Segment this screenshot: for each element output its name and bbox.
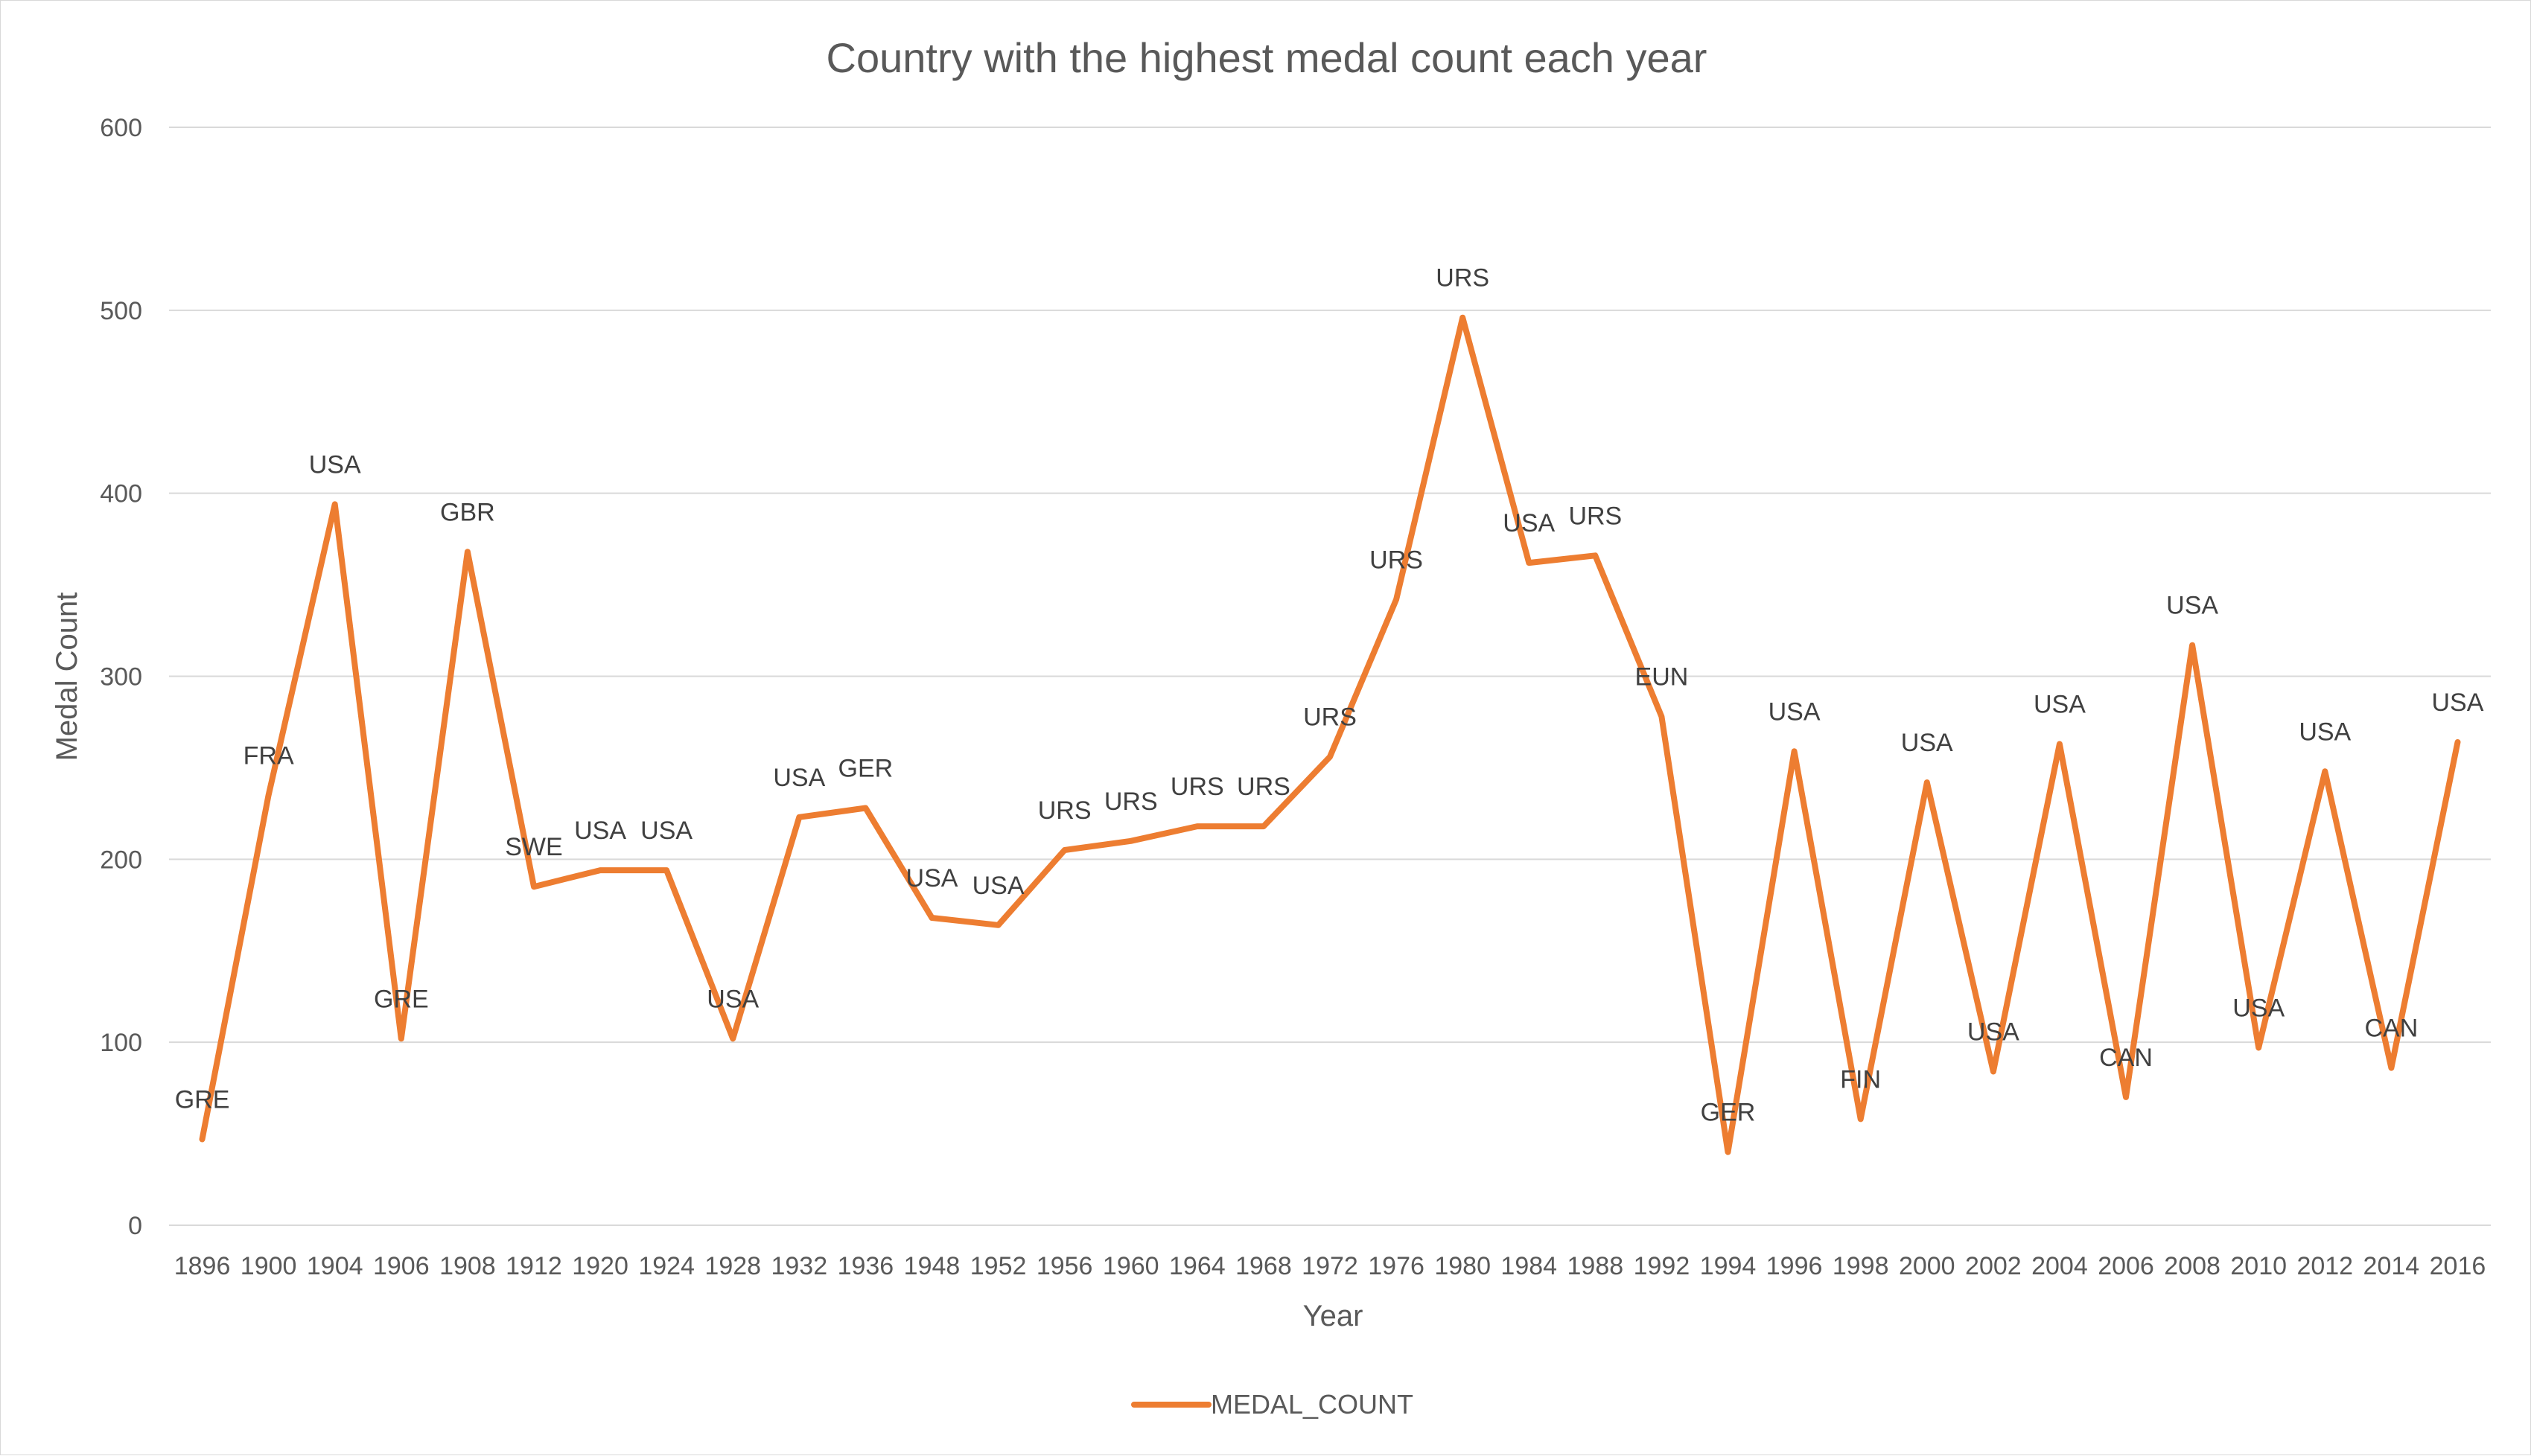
x-tick-label: 2004 [2031,1252,2088,1280]
x-tick-label: 1912 [506,1252,562,1280]
data-label: URS [1568,502,1622,530]
x-tick-label: 1952 [970,1252,1027,1280]
data-label: USA [906,864,958,893]
x-tick-label: 1904 [307,1252,363,1280]
x-tick-label: 1972 [1302,1252,1358,1280]
data-label: USA [1768,697,1821,726]
data-label: URS [1237,773,1290,801]
data-label: FRA [243,741,294,770]
chart-title: Country with the highest medal count eac… [827,34,1707,81]
y-tick-label: 100 [100,1029,142,1057]
data-label: USA [773,764,825,792]
x-tick-label: 1906 [373,1252,430,1280]
x-tick-label: 1924 [638,1252,695,1280]
y-tick-label: 200 [100,846,142,874]
x-tick-label: 2012 [2296,1252,2353,1280]
series-medal-count [199,314,2461,1155]
x-tick-label: 2014 [2363,1252,2420,1280]
x-tick-label: 1948 [904,1252,961,1280]
data-label: URS [1436,264,1489,293]
data-label: CAN [2099,1044,2153,1072]
series-line [199,314,2461,1155]
x-tick-label: 1976 [1368,1252,1424,1280]
x-tick-label: 1984 [1500,1252,1557,1280]
data-label: USA [2034,690,2086,718]
x-tick-label: 1998 [1833,1252,1889,1280]
data-label: USA [972,872,1025,900]
x-tick-label: 1960 [1103,1252,1159,1280]
data-label: URS [1303,703,1357,732]
data-label: USA [2166,592,2218,620]
x-tick-label: 1928 [704,1252,761,1280]
data-label: USA [640,817,693,845]
x-tick-label: 1936 [838,1252,894,1280]
y-axis-title: Medal Count [51,593,83,761]
y-tick-label: 300 [100,663,142,692]
x-tick-label: 1920 [572,1252,628,1280]
x-tick-label: 1988 [1567,1252,1624,1280]
x-tick-label: 1994 [1700,1252,1757,1280]
x-tick-label: 1932 [771,1252,827,1280]
data-label: GRE [374,985,429,1013]
data-label: GER [1701,1099,1756,1127]
data-label: URS [1038,796,1092,825]
x-tick-label: 1980 [1434,1252,1491,1280]
data-labels: GRE FRA USA GRE GBR SWE USA USA USA USA GER USA USA U… [175,264,2484,1127]
x-tick-label: 1992 [1634,1252,1690,1280]
x-tick-label: 1956 [1037,1252,1093,1280]
legend-label: MEDAL_COUNT [1211,1389,1413,1420]
x-tick-label: 2002 [1965,1252,2022,1280]
data-label: URS [1104,788,1158,816]
data-label: URS [1369,546,1423,574]
x-tick-label: 2010 [2230,1252,2287,1280]
data-label: FIN [1840,1065,1881,1093]
data-label: USA [574,817,626,845]
y-tick-label: 400 [100,480,142,508]
y-tick-label: 0 [128,1212,142,1240]
y-tick-label: 500 [100,297,142,325]
x-tick-label: 1908 [439,1252,496,1280]
data-label: USA [1967,1018,2019,1047]
data-label: USA [1901,729,1953,757]
data-label: GRE [175,1085,230,1114]
x-tick-label: 1896 [174,1252,231,1280]
data-label: GBR [440,498,495,526]
y-axis-ticks: 0 100 200 300 400 500 600 [100,114,142,1240]
x-axis-title: Year [1303,1300,1363,1332]
data-label: CAN [2364,1015,2418,1043]
data-label: USA [2299,718,2351,746]
data-label: SWE [505,833,562,861]
x-tick-label: 1968 [1235,1252,1292,1280]
x-tick-label: 1900 [241,1252,297,1280]
x-tick-label: 2006 [2098,1252,2154,1280]
data-label: USA [1503,509,1555,537]
x-tick-label: 2008 [2164,1252,2220,1280]
data-label: EUN [1635,663,1689,692]
x-tick-label: 1964 [1169,1252,1226,1280]
y-tick-label: 600 [100,114,142,142]
x-axis-ticks: 1896 1900 1904 1906 1908 1912 1920 1924 1928 1932… [174,1252,2486,1280]
data-label: URS [1171,773,1224,801]
legend: MEDAL_COUNT [1131,1389,1413,1420]
x-tick-label: 1996 [1766,1252,1823,1280]
x-tick-label: 2016 [2430,1252,2486,1280]
data-label: USA [707,985,759,1013]
x-tick-label: 2000 [1899,1252,1955,1280]
data-label: USA [309,450,361,479]
data-label: GER [838,755,894,783]
data-label: USA [2431,689,2483,717]
data-label: USA [2232,994,2285,1023]
gridlines [169,127,2491,1226]
